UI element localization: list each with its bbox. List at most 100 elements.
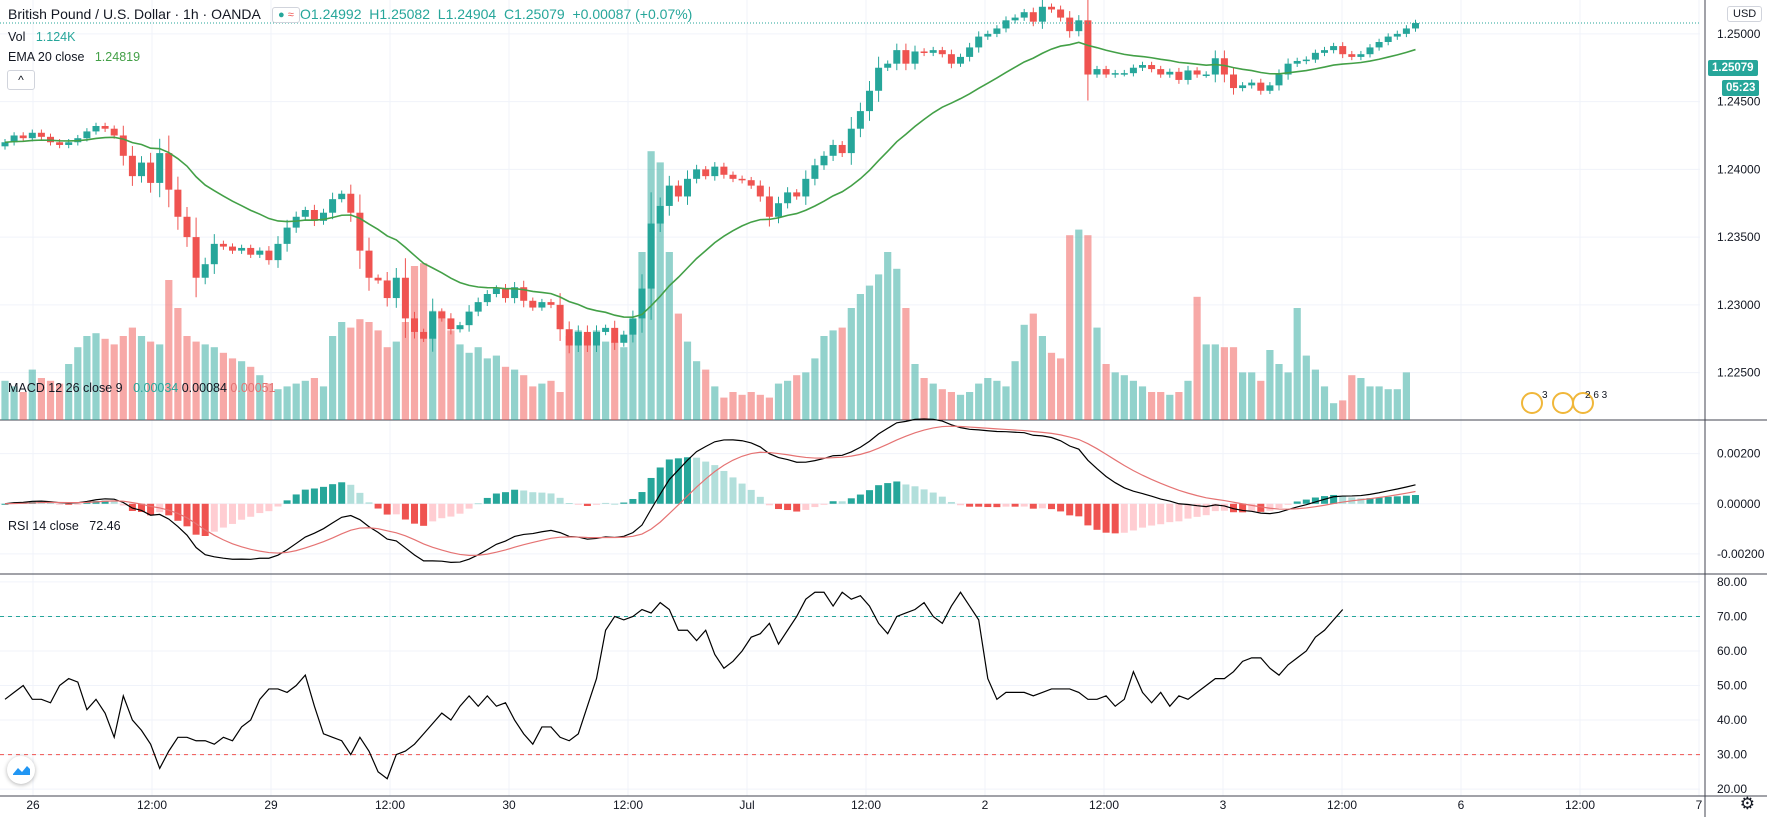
ohlc-close: C1.25079 <box>503 6 565 22</box>
candle-body <box>993 28 1001 34</box>
macd-histogram-bar <box>1311 497 1319 504</box>
candle-body <box>702 169 710 177</box>
tradingview-logo-icon[interactable] <box>7 756 35 784</box>
candle-body <box>893 50 901 64</box>
macd-histogram-bar <box>183 503 191 527</box>
volume-bar <box>793 375 801 420</box>
macd-histogram-bar <box>1375 497 1383 504</box>
volume-bar <box>201 344 209 420</box>
rsi-line <box>4 591 1344 780</box>
macd-histogram-bar <box>1157 503 1165 525</box>
candle-body <box>301 210 309 217</box>
macd-histogram-bar <box>957 503 964 506</box>
volume-bar <box>520 375 528 420</box>
event-flag-icon[interactable] <box>1552 392 1574 414</box>
macd-tick-label: -0.00200 <box>1717 547 1765 561</box>
macd-histogram-bar <box>975 503 983 507</box>
candle-body <box>838 144 846 154</box>
macd-histogram-bar <box>1402 495 1410 504</box>
macd-hist-value: 0.00034 <box>133 381 179 395</box>
macd-histogram-bar <box>866 490 873 504</box>
candle-body <box>929 50 937 53</box>
rsi-tick-label: 30.00 <box>1717 748 1747 762</box>
macd-histogram-bar <box>711 465 719 504</box>
macd-histogram-bar <box>583 503 591 506</box>
macd-histogram-bar <box>1048 503 1055 510</box>
macd-histogram-bar <box>274 503 282 507</box>
candle-body <box>756 185 764 197</box>
volume-bar <box>911 364 919 420</box>
candle-body <box>729 174 737 179</box>
event-flag-icon[interactable] <box>1572 392 1594 414</box>
volume-bar <box>847 308 855 420</box>
volume-bar <box>811 358 819 420</box>
macd-histogram-bar <box>301 489 309 504</box>
rsi-legend[interactable]: RSI 14 close 72.46 <box>8 519 121 533</box>
volume-bar <box>92 333 100 420</box>
price-tick-label: 1.24500 <box>1717 95 1761 109</box>
candle-body <box>693 169 701 179</box>
candle-body <box>465 311 473 326</box>
price-tick-label: 1.24000 <box>1717 162 1761 176</box>
macd-histogram-bar <box>793 503 801 512</box>
volume-bar <box>310 378 318 420</box>
macd-histogram-bar <box>756 496 764 504</box>
volume-bar <box>1266 350 1274 420</box>
macd-histogram-bar <box>465 503 473 509</box>
candle-body <box>356 212 364 251</box>
macd-histogram-bar <box>101 500 109 504</box>
candle-body <box>1348 54 1356 57</box>
volume-bar <box>665 252 673 420</box>
volume-bar <box>865 285 874 420</box>
candle-body <box>784 192 792 204</box>
price-tick-label: 1.23000 <box>1717 298 1761 312</box>
volume-bar <box>1357 378 1365 420</box>
market-status-icon[interactable]: ● ≈ <box>272 7 300 23</box>
candle-body <box>775 203 782 217</box>
volume-bar <box>1402 372 1410 420</box>
gear-icon[interactable]: ⚙ <box>1739 794 1755 813</box>
volume-bar <box>929 383 937 420</box>
macd-histogram-bar <box>702 461 710 504</box>
macd-histogram-bar <box>483 497 491 504</box>
macd-histogram-bar <box>984 503 992 508</box>
macd-histogram-bar <box>547 493 555 504</box>
macd-histogram-bar <box>747 489 755 504</box>
volume-bar <box>984 378 992 420</box>
candle-body <box>1211 58 1219 75</box>
ema-line <box>4 41 1416 318</box>
volume-bar <box>1066 235 1074 420</box>
candle-body <box>1057 9 1065 18</box>
vol-legend[interactable]: Vol 1.124K <box>8 30 75 44</box>
candle-body <box>620 334 628 343</box>
event-flag-icon[interactable] <box>1521 392 1543 414</box>
volume-bar <box>1047 352 1056 420</box>
volume-bar <box>156 344 164 420</box>
ema-legend[interactable]: EMA 20 close 1.24819 <box>8 50 140 64</box>
candle-body <box>1302 59 1310 62</box>
currency-button[interactable]: USD <box>1727 6 1763 22</box>
volume-bar <box>1002 386 1010 420</box>
collapse-legend-button[interactable]: ^ <box>7 70 35 90</box>
volume-bar <box>438 310 446 420</box>
rsi-tick-label: 50.00 <box>1717 679 1747 693</box>
macd-legend[interactable]: MACD 12 26 close 9 0.00034 0.00084 0.000… <box>8 381 276 395</box>
volume-bar <box>1084 235 1092 420</box>
volume-bar <box>529 386 537 420</box>
macd-histogram-bar <box>47 502 54 504</box>
candle-body <box>811 165 819 179</box>
volume-bar <box>101 338 109 420</box>
macd-histogram-bar <box>665 459 673 504</box>
volume-bar <box>83 336 91 420</box>
macd-histogram-bar <box>320 486 327 504</box>
volume-bar <box>674 313 682 420</box>
volume-bar <box>128 327 136 420</box>
candle-body <box>247 247 255 255</box>
volume-bar <box>174 308 182 420</box>
macd-histogram-bar <box>511 489 519 504</box>
volume-bar <box>993 380 1001 420</box>
macd-histogram-bar <box>1129 503 1137 531</box>
volume-bar <box>729 392 737 420</box>
volume-bar <box>219 352 227 420</box>
